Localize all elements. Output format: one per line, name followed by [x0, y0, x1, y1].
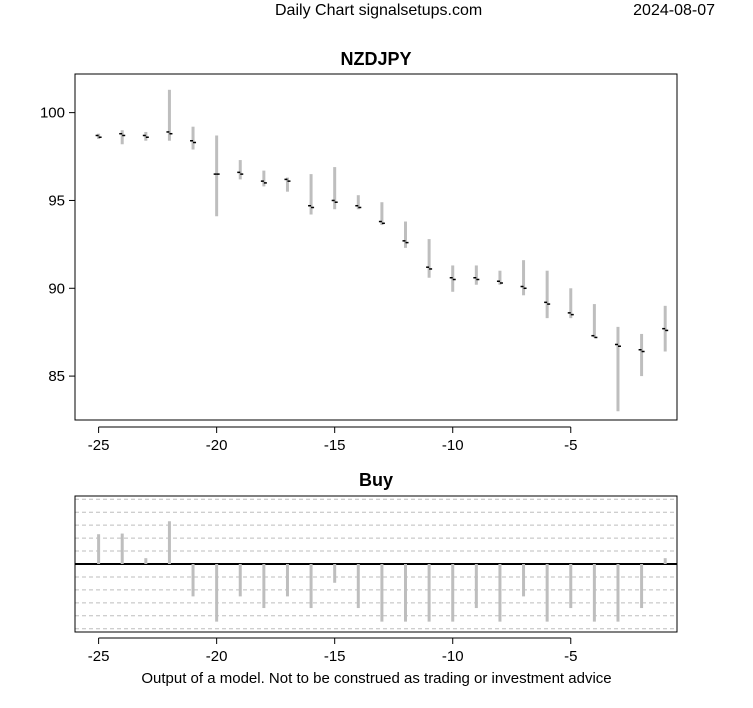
y-tick-label: 85: [48, 368, 65, 385]
main-x-tick-label: -20: [206, 437, 228, 454]
main-chart-title: NZDJPY: [340, 49, 411, 69]
buy-x-tick-label: -5: [564, 648, 577, 665]
buy-x-tick-label: -10: [442, 648, 464, 665]
y-tick-label: 100: [40, 105, 65, 122]
buy-chart-title: Buy: [359, 470, 393, 490]
header-title: Daily Chart signalsetups.com: [275, 2, 483, 19]
main-x-tick-label: -15: [324, 437, 346, 454]
disclaimer-text: Output of a model. Not to be construed a…: [141, 670, 612, 687]
y-tick-label: 90: [48, 280, 65, 297]
buy-x-tick-label: -25: [88, 648, 110, 665]
buy-plot-frame: [74, 495, 678, 633]
main-x-tick-label: -10: [442, 437, 464, 454]
buy-x-tick-label: -20: [206, 648, 228, 665]
main-plot-frame: [74, 73, 678, 421]
main-x-tick-label: -25: [88, 437, 110, 454]
buy-x-tick-label: -15: [324, 648, 346, 665]
main-x-tick-label: -5: [564, 437, 577, 454]
y-tick-label: 95: [48, 192, 65, 209]
header-date: 2024-08-07: [633, 2, 715, 19]
